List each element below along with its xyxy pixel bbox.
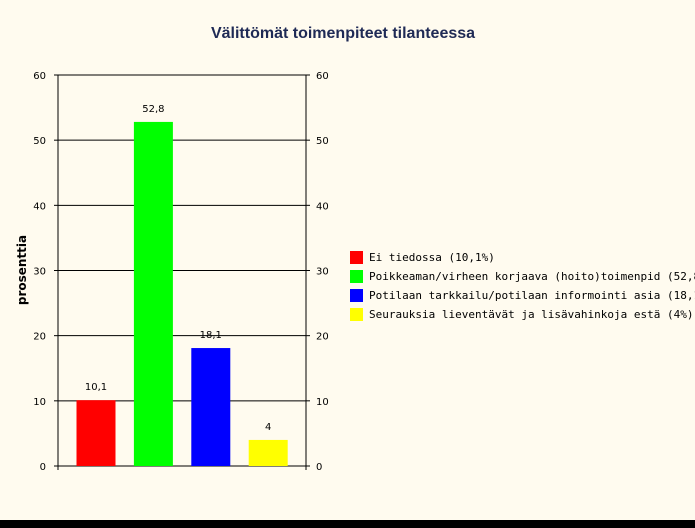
legend-label: Potilaan tarkkailu/potilaan informointi … — [369, 289, 695, 302]
legend-swatch — [350, 308, 363, 321]
y-tick-label-right: 0 — [316, 462, 322, 473]
y-tick-label-left: 30 — [33, 267, 46, 278]
bars — [76, 121, 288, 467]
bar-value-label: 18,1 — [200, 330, 222, 341]
y-tick-label-right: 30 — [316, 267, 329, 278]
legend: Ei tiedossa (10,1%) Poikkeaman/virheen ko… — [350, 251, 695, 321]
bar-value-label: 4 — [265, 422, 271, 433]
y-axis-label: prosenttia — [15, 235, 29, 305]
y-tick-label-right: 10 — [316, 397, 329, 408]
y-tick-label-left: 40 — [33, 201, 46, 212]
legend-label: Seurauksia lieventävät ja lisävahinkoja … — [369, 308, 694, 321]
y-tick-label-right: 50 — [316, 136, 329, 147]
legend-label: Poikkeaman/virheen korjaava (hoito)toime… — [369, 270, 695, 283]
y-tick-label-left: 0 — [40, 462, 46, 473]
y-tick-label-left: 10 — [33, 397, 46, 408]
y-tick-label-right: 60 — [316, 71, 329, 82]
bar — [191, 348, 231, 466]
y-tick-label-left: 60 — [33, 71, 46, 82]
bar-value-label: 52,8 — [142, 104, 164, 115]
bar-value-label: 10,1 — [85, 382, 107, 393]
legend-swatch — [350, 289, 363, 302]
bar-value-labels: 10,1 52,8 18,1 4 — [85, 104, 272, 433]
legend-swatch — [350, 270, 363, 283]
bar — [248, 439, 288, 466]
y-tick-label-right: 20 — [316, 332, 329, 343]
chart-title: Välittömät toimenpiteet tilanteessa — [211, 25, 475, 42]
y-axis-right-ticks: 0 10 20 30 40 50 60 — [316, 71, 329, 473]
bar — [133, 121, 173, 467]
bottom-bar — [0, 520, 695, 528]
legend-swatch — [350, 251, 363, 264]
bar — [76, 400, 116, 466]
y-tick-label-left: 20 — [33, 332, 46, 343]
legend-label: Ei tiedossa (10,1%) — [369, 251, 495, 264]
y-tick-label-left: 50 — [33, 136, 46, 147]
y-tick-label-right: 40 — [316, 201, 329, 212]
y-axis-left-ticks: 0 10 20 30 40 50 60 — [33, 71, 46, 473]
